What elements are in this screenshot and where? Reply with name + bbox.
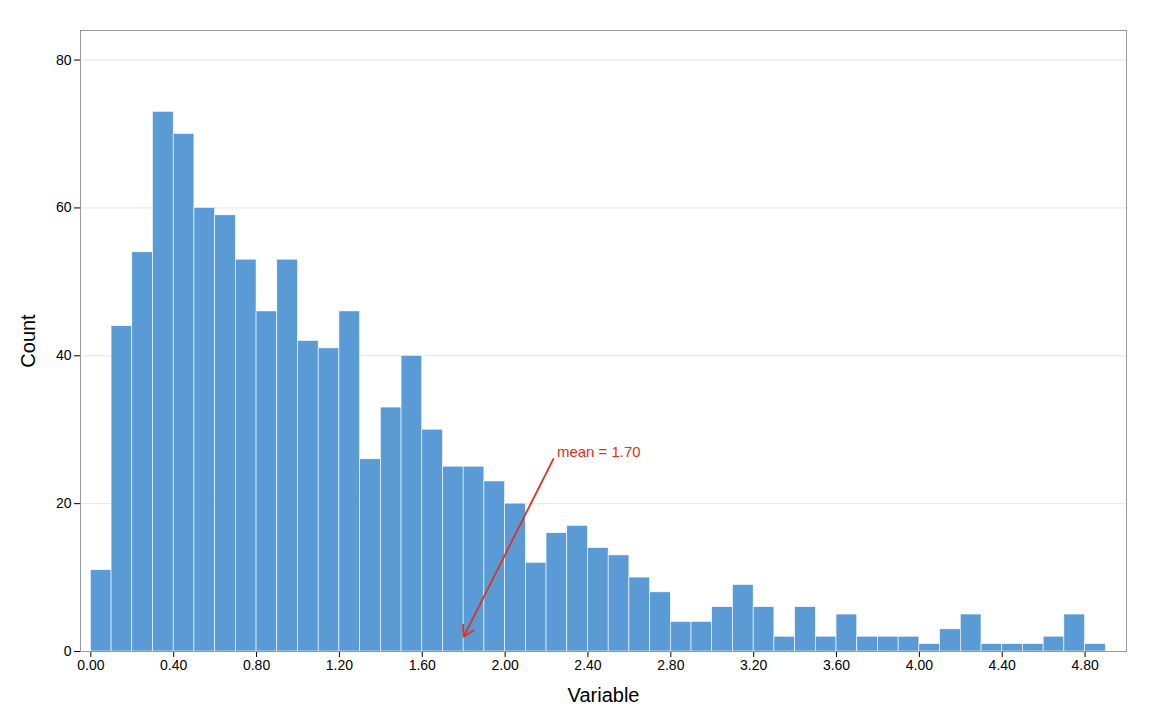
svg-text:2.00: 2.00: [491, 657, 518, 673]
svg-text:4.40: 4.40: [989, 657, 1016, 673]
svg-text:4.00: 4.00: [906, 657, 933, 673]
svg-text:Variable: Variable: [568, 684, 640, 706]
svg-text:mean = 1.70: mean = 1.70: [557, 443, 641, 460]
svg-text:3.60: 3.60: [823, 657, 850, 673]
svg-text:80: 80: [56, 52, 72, 68]
svg-text:40: 40: [56, 347, 72, 363]
svg-text:2.40: 2.40: [574, 657, 601, 673]
svg-text:4.80: 4.80: [1071, 657, 1098, 673]
svg-text:1.60: 1.60: [409, 657, 436, 673]
svg-text:20: 20: [56, 495, 72, 511]
svg-text:0.40: 0.40: [160, 657, 187, 673]
svg-text:0: 0: [64, 643, 72, 659]
svg-text:1.20: 1.20: [326, 657, 353, 673]
svg-text:0.80: 0.80: [243, 657, 270, 673]
svg-text:Count: Count: [17, 314, 39, 368]
svg-text:2.80: 2.80: [657, 657, 684, 673]
svg-text:3.20: 3.20: [740, 657, 767, 673]
svg-text:0.00: 0.00: [77, 657, 104, 673]
svg-text:60: 60: [56, 199, 72, 215]
